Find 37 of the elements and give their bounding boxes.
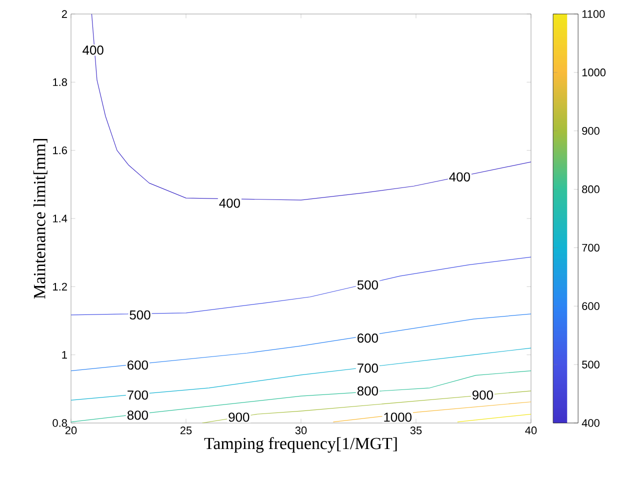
color-bar-label: 400 (582, 419, 600, 427)
y-tick-label: 1.6 (53, 146, 67, 154)
color-bar-label: 700 (582, 244, 600, 252)
y-tick-label: 2 (62, 10, 67, 18)
annotation: 400 (82, 46, 104, 55)
annotation: 1000 (384, 412, 412, 422)
annotation: 600 (358, 334, 378, 343)
color-bar-label: 1100 (582, 10, 605, 18)
y-tick-label: 1 (62, 351, 67, 359)
x-tick-label: 20 (65, 426, 77, 434)
annotation: 500 (357, 280, 378, 290)
line-series (71, 348, 532, 400)
x-tick-label: 30 (295, 426, 307, 434)
color-bar-label: 600 (582, 302, 600, 310)
annotation: 800 (127, 410, 148, 420)
annotation: 400 (219, 198, 240, 208)
annotation: 800 (357, 386, 378, 396)
y-axis-title: Maintenance limit[mm] (33, 139, 48, 299)
annotation: 900 (472, 390, 494, 400)
color-bar-label: 1000 (582, 68, 606, 76)
x-axis-title: Tamping frequency[1/MGT] (204, 437, 397, 453)
color-bar-label: 800 (582, 185, 600, 194)
x-tick-label: 25 (180, 426, 192, 434)
x-tick-label: 40 (525, 426, 537, 434)
y-tick-label: 1.4 (53, 214, 68, 222)
annotation: 900 (228, 412, 250, 422)
color-bar-label: 900 (582, 126, 600, 135)
color-bar-label: 500 (582, 360, 600, 368)
annotation: 700 (358, 364, 378, 373)
y-tick-label: 1.8 (53, 78, 67, 86)
y-tick-label: 0.8 (52, 419, 67, 427)
annotation: 400 (449, 172, 470, 182)
annotation: 700 (128, 390, 148, 400)
annotation: 500 (130, 310, 150, 320)
y-tick-label: 1.2 (53, 282, 67, 290)
x-tick-label: 35 (410, 426, 422, 434)
annotation: 600 (128, 360, 148, 370)
